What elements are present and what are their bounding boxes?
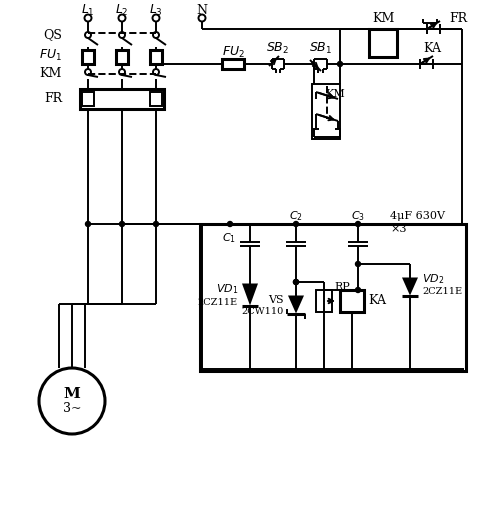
Text: $SB_1$: $SB_1$	[309, 40, 332, 56]
Bar	[200, 224, 466, 371]
Circle shape	[355, 288, 360, 293]
Text: $L_2$: $L_2$	[115, 3, 129, 18]
Bar	[82, 92, 94, 106]
Bar	[369, 29, 397, 57]
Text: $FU_1$: $FU_1$	[39, 48, 62, 63]
Circle shape	[227, 222, 233, 226]
Circle shape	[355, 222, 360, 226]
Text: $VD_1$: $VD_1$	[216, 283, 238, 296]
Text: 2CZ11E: 2CZ11E	[198, 298, 238, 307]
Text: KM: KM	[40, 67, 62, 80]
Circle shape	[294, 222, 299, 226]
Text: $C_3$: $C_3$	[351, 209, 365, 223]
Text: $C_2$: $C_2$	[289, 209, 303, 223]
Text: ×3: ×3	[390, 224, 407, 234]
Text: $L_1$: $L_1$	[81, 3, 95, 18]
Polygon shape	[288, 295, 304, 313]
Bar	[316, 290, 332, 312]
Text: $VD_2$: $VD_2$	[422, 272, 444, 286]
Circle shape	[337, 61, 343, 66]
Text: RP: RP	[334, 282, 350, 292]
Text: 2CZ11E: 2CZ11E	[422, 288, 462, 296]
Text: 2CW110: 2CW110	[242, 307, 284, 317]
Text: $C_1$: $C_1$	[222, 231, 236, 245]
Polygon shape	[402, 278, 418, 295]
Text: KA: KA	[368, 294, 386, 307]
Text: 4μF 630V: 4μF 630V	[390, 211, 445, 221]
Bar	[116, 50, 128, 64]
Text: $L_3$: $L_3$	[149, 3, 163, 18]
Text: N: N	[196, 4, 208, 17]
Text: $SB_2$: $SB_2$	[267, 40, 290, 56]
Polygon shape	[242, 283, 258, 306]
Text: QS: QS	[43, 29, 62, 42]
Bar	[82, 50, 94, 64]
Text: KM: KM	[325, 89, 345, 99]
Circle shape	[294, 280, 299, 284]
Text: KM: KM	[372, 12, 394, 25]
Bar	[150, 50, 162, 64]
Text: VS: VS	[269, 295, 284, 305]
Text: KA: KA	[423, 42, 441, 54]
Text: M: M	[63, 387, 81, 401]
Circle shape	[119, 222, 125, 226]
Bar	[312, 84, 340, 139]
Bar	[150, 92, 162, 106]
Circle shape	[294, 280, 299, 284]
Bar	[80, 89, 164, 109]
Circle shape	[355, 262, 360, 266]
Text: 3~: 3~	[63, 403, 81, 416]
Bar	[340, 290, 364, 312]
Text: $FU_2$: $FU_2$	[221, 45, 245, 60]
Circle shape	[154, 222, 159, 226]
Text: FR: FR	[449, 12, 467, 25]
Bar	[222, 59, 244, 69]
Text: FR: FR	[44, 92, 62, 105]
Circle shape	[85, 222, 90, 226]
